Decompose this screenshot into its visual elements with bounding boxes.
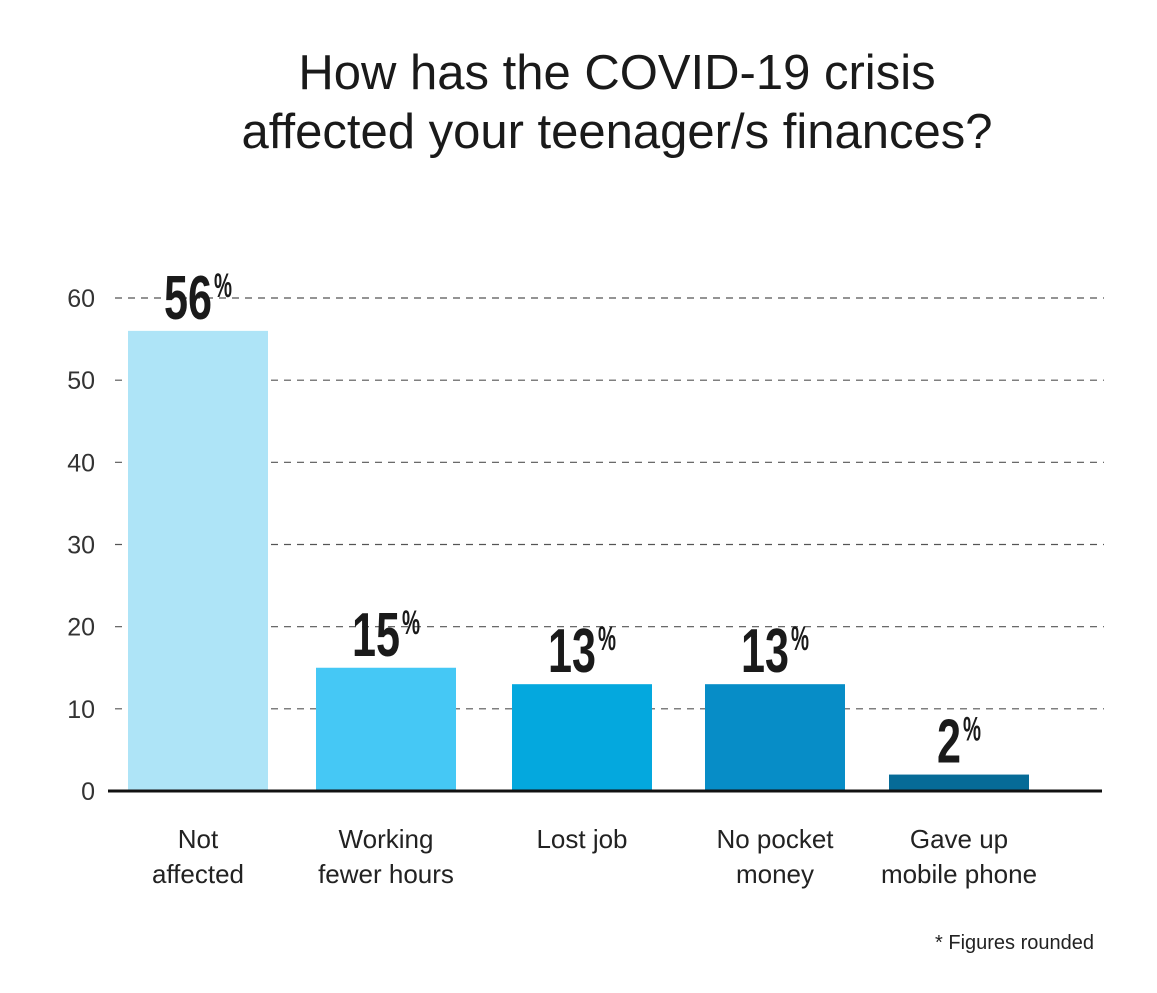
bar	[128, 330, 268, 791]
category-label: affected	[152, 859, 244, 889]
category-label: Gave up	[910, 824, 1008, 854]
y-tick-label: 20	[67, 614, 95, 642]
bar-value-percent: %	[214, 267, 232, 305]
category-label: money	[736, 859, 814, 889]
category-label: Lost job	[536, 824, 627, 854]
y-tick-label: 30	[67, 532, 95, 560]
bar-value-percent: %	[791, 620, 809, 658]
bar	[889, 774, 1029, 791]
bar-value-number: 2	[937, 708, 961, 777]
bar-value-label: 2%	[937, 708, 981, 777]
bar-value-number: 15	[352, 601, 400, 670]
bar-value-number: 13	[741, 617, 789, 686]
bar-value-number: 13	[548, 617, 596, 686]
bar-value-label: 15%	[352, 601, 420, 670]
y-tick-label: 10	[67, 696, 95, 724]
bar-value-percent: %	[963, 711, 981, 749]
bar-value-label: 13%	[548, 617, 616, 686]
bar	[512, 684, 652, 791]
category-label: Working	[339, 824, 434, 854]
y-tick-label: 0	[81, 778, 95, 806]
footnote: * Figures rounded	[935, 932, 1094, 954]
y-tick-label: 60	[67, 285, 95, 313]
category-label: Not	[178, 824, 219, 854]
y-tick-label: 40	[67, 449, 95, 477]
chart-title-line-1: How has the COVID-19 crisis	[298, 46, 936, 100]
bar-value-number: 56	[164, 264, 212, 333]
category-label: mobile phone	[881, 859, 1037, 889]
bar	[316, 667, 456, 791]
category-label: No pocket	[716, 824, 834, 854]
y-tick-label: 50	[67, 367, 95, 395]
bar-value-percent: %	[598, 620, 616, 658]
bar-value-label: 56%	[164, 264, 232, 333]
chart-title-line-2: affected your teenager/s finances?	[241, 105, 993, 159]
category-label: fewer hours	[318, 859, 454, 889]
bar-value-percent: %	[402, 604, 420, 642]
bar-value-label: 13%	[741, 617, 809, 686]
chart-title: How has the COVID-19 crisis affected you…	[0, 44, 1157, 162]
bar	[705, 684, 845, 791]
